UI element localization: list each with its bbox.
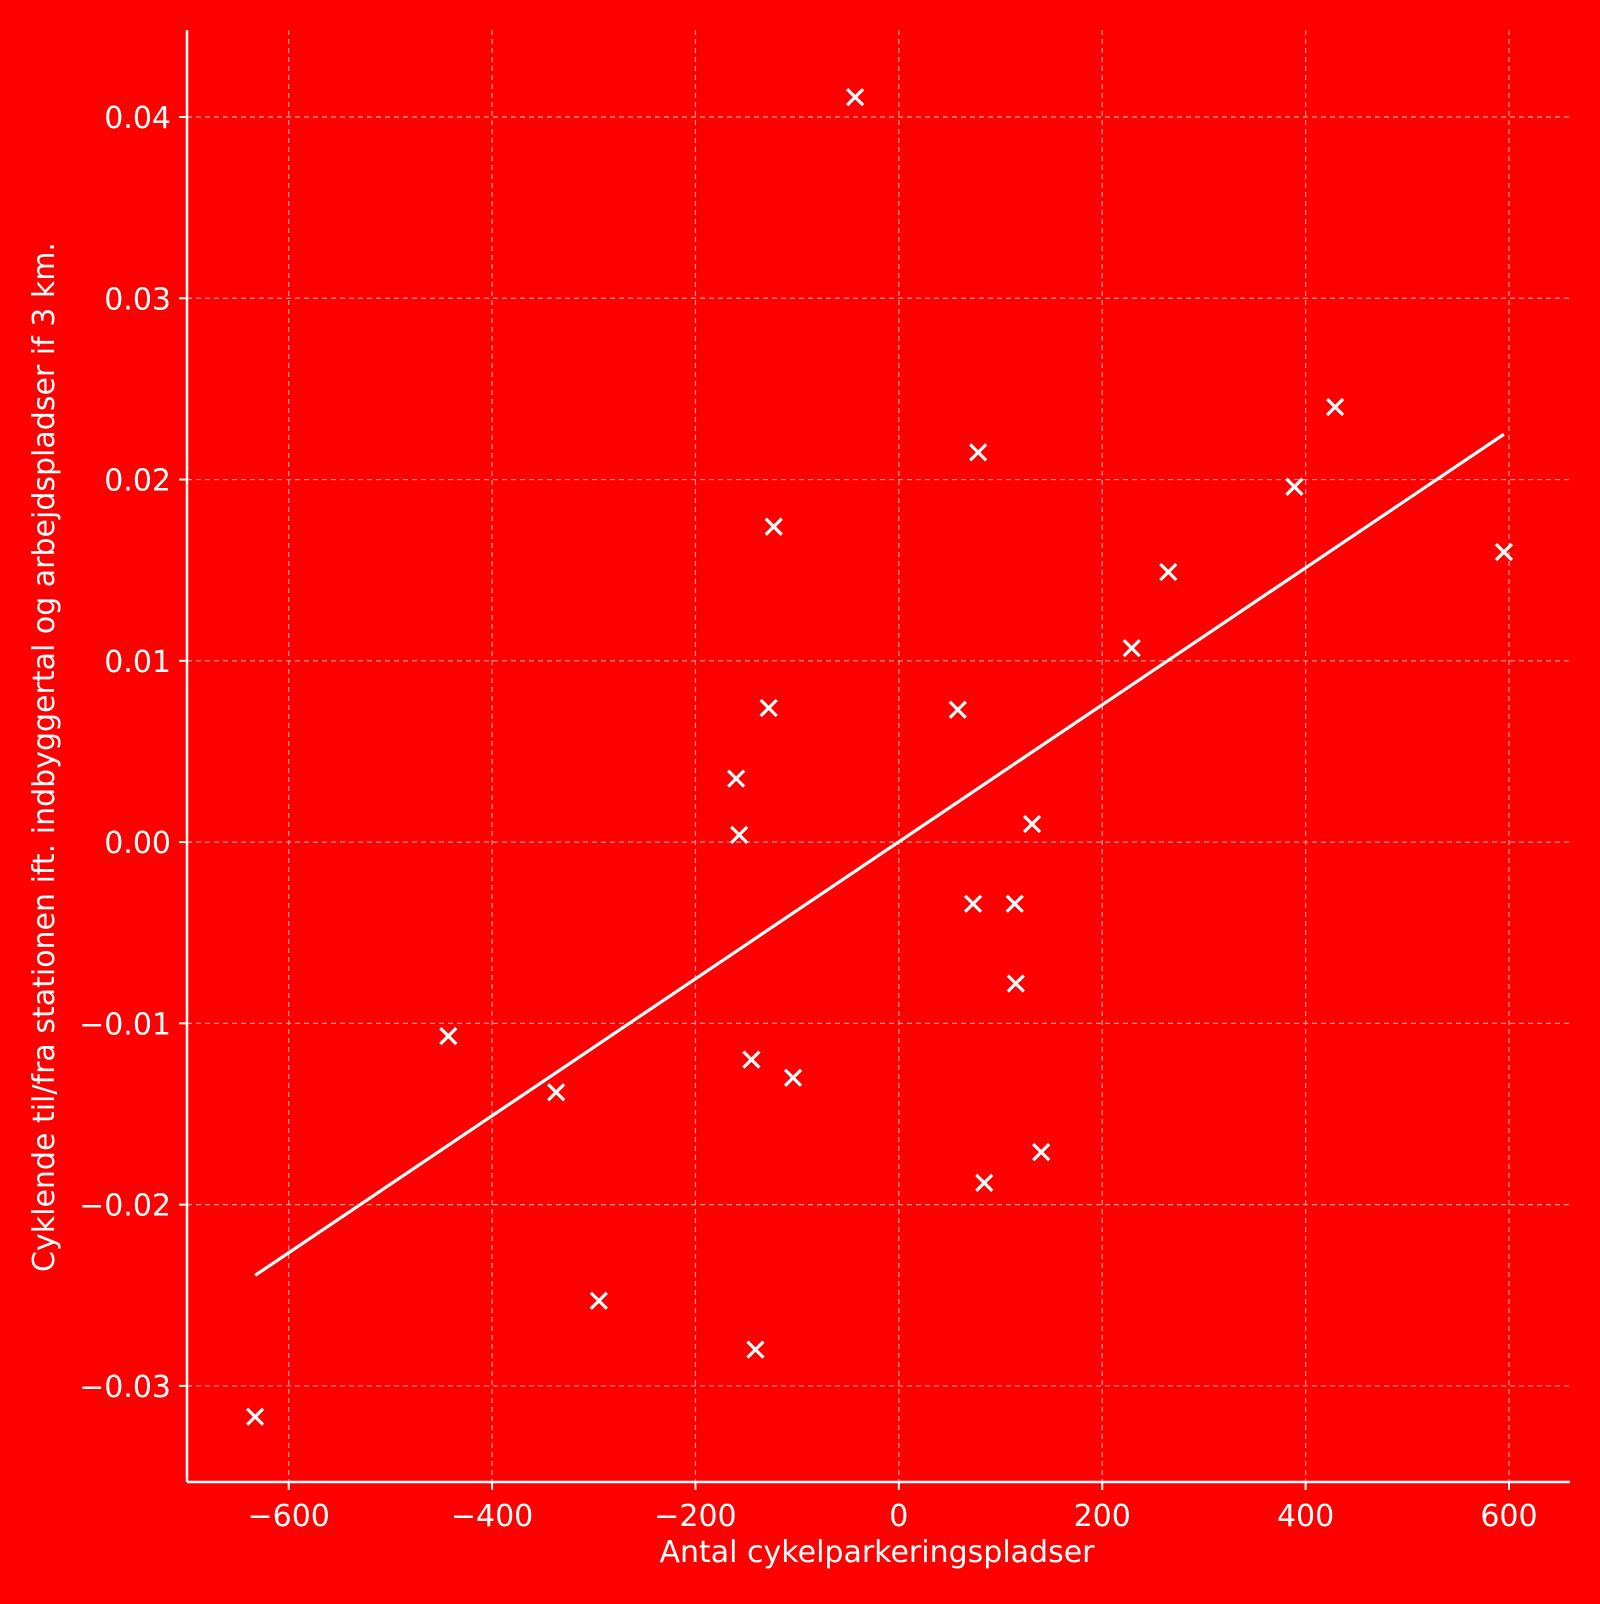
marker-stroke [742, 1050, 761, 1069]
x-tick-label: 400 [1277, 1499, 1334, 1534]
data-point-x-marker [1122, 639, 1141, 658]
data-point-x-marker [759, 698, 778, 718]
y-tick-label: 0.02 [104, 464, 171, 499]
marker-stroke [746, 1340, 765, 1359]
marker-stroke [246, 1407, 265, 1426]
data-point-x-marker [1005, 894, 1024, 913]
marker-stroke [730, 825, 749, 844]
data-point-x-marker [589, 1291, 608, 1310]
x-tick-label: −600 [247, 1499, 329, 1534]
data-point-x-marker [1494, 542, 1514, 562]
data-point-x-marker [1006, 974, 1025, 993]
y-tick-label: 0.03 [104, 282, 171, 317]
y-tick-label: −0.01 [79, 1007, 171, 1042]
marker-stroke [1005, 894, 1024, 913]
marker-stroke [727, 769, 746, 788]
data-point-x-marker [1032, 1142, 1051, 1162]
y-tick-label: 0.00 [104, 826, 171, 861]
x-tick-label: 600 [1480, 1499, 1537, 1534]
marker-stroke [439, 1026, 458, 1046]
marker-stroke [783, 1068, 803, 1087]
marker-stroke [764, 517, 783, 536]
data-point-x-marker [783, 1068, 803, 1087]
data-point-x-marker [727, 769, 746, 788]
trend-line [254, 432, 1505, 1277]
y-tick-label: 0.04 [104, 101, 171, 136]
data-point-x-marker [1325, 397, 1345, 417]
marker-stroke [1285, 477, 1304, 496]
marker-stroke [759, 698, 778, 718]
data-point-x-marker [730, 825, 749, 844]
x-axis-ticks: −600 −400 −200 0 200 400 600 [247, 1482, 1538, 1534]
y-axis-ticks: −0.03 −0.02 −0.01 0.00 0.01 0.02 0.03 0.04 [79, 101, 187, 1405]
data-point-x-marker [845, 87, 865, 107]
marker-stroke [969, 443, 988, 462]
data-point-x-marker [764, 517, 783, 536]
data-points [246, 87, 1514, 1426]
grid [187, 30, 1570, 1482]
data-point-x-marker [547, 1083, 566, 1102]
marker-stroke [1122, 639, 1141, 658]
data-point-x-marker [963, 894, 983, 913]
data-point-x-marker [439, 1026, 458, 1046]
data-point-x-marker [742, 1050, 761, 1069]
y-tick-label: −0.02 [79, 1189, 171, 1224]
marker-stroke [1494, 542, 1514, 562]
marker-stroke [1159, 562, 1178, 582]
y-tick-label: −0.03 [79, 1370, 171, 1405]
marker-stroke [975, 1173, 994, 1193]
y-tick-label: 0.01 [104, 645, 171, 680]
marker-stroke [1032, 1142, 1051, 1162]
trend-line-layer [254, 432, 1505, 1277]
data-point-x-marker [969, 443, 988, 462]
x-tick-label: 200 [1074, 1499, 1131, 1534]
x-axis-label: Antal cykelparkeringspladser [660, 1535, 1096, 1570]
marker-stroke [845, 87, 865, 107]
x-tick-label: −200 [654, 1499, 736, 1534]
marker-stroke [1006, 974, 1025, 993]
y-axis-label: Cyklende til/fra stationen ift. indbygge… [27, 242, 62, 1272]
data-point-x-marker [948, 700, 967, 719]
marker-stroke [589, 1291, 608, 1310]
marker-stroke [948, 700, 967, 719]
data-point-x-marker [246, 1407, 265, 1426]
marker-stroke [547, 1083, 566, 1102]
data-point-x-marker [1285, 477, 1304, 496]
data-point-x-marker [1022, 814, 1042, 834]
data-point-x-marker [746, 1340, 765, 1359]
data-point-x-marker [975, 1173, 994, 1193]
marker-stroke [1022, 814, 1042, 834]
x-tick-label: 0 [889, 1499, 908, 1534]
x-tick-label: −400 [451, 1499, 533, 1534]
marker-stroke [1325, 397, 1345, 417]
marker-stroke [963, 894, 983, 913]
data-point-x-marker [1159, 562, 1178, 582]
